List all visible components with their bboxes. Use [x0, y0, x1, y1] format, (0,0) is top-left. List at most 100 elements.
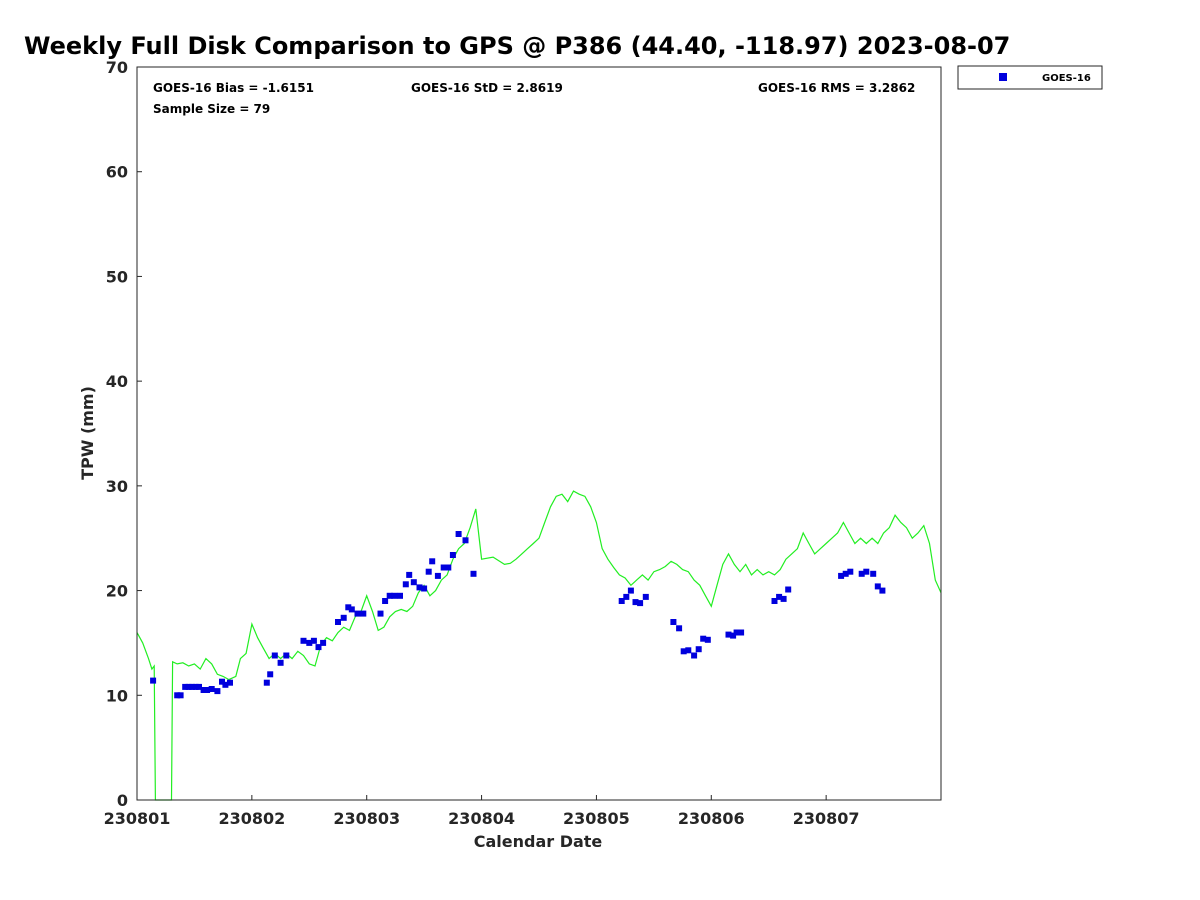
y-tick-label: 10: [106, 686, 128, 705]
goes16-point: [277, 659, 284, 666]
goes16-point: [858, 570, 865, 577]
goes16-point: [879, 587, 886, 594]
y-tick-label: 50: [106, 267, 128, 286]
goes16-point: [680, 648, 687, 655]
y-tick-label: 30: [106, 477, 128, 496]
stat-bias: GOES-16 Bias = -1.6151: [153, 81, 314, 95]
goes16-point: [445, 564, 452, 571]
goes16-point: [410, 579, 417, 586]
goes16-point: [733, 629, 740, 636]
goes16-point: [406, 571, 413, 578]
goes16-point: [267, 671, 274, 678]
legend: GOES-16: [957, 65, 1103, 90]
gps-line: [136, 490, 942, 801]
goes16-point: [300, 637, 307, 644]
goes16-point: [838, 572, 845, 579]
goes16-point: [348, 606, 355, 613]
goes16-point: [283, 652, 290, 659]
goes16-point: [354, 610, 361, 617]
goes16-point: [204, 687, 211, 693]
goes16-point: [704, 636, 711, 643]
goes16-point: [315, 644, 322, 651]
goes16-point: [320, 639, 327, 646]
goes16-point: [189, 683, 196, 690]
goes16-point: [263, 679, 270, 686]
goes16-point: [208, 686, 215, 692]
goes16-point: [642, 593, 649, 600]
legend-marker-goes16: [999, 73, 1007, 81]
goes16-point: [874, 583, 881, 590]
legend-box: [957, 65, 1103, 90]
goes16-point: [771, 598, 778, 604]
goes16-point: [192, 683, 199, 690]
goes16-point: [174, 692, 181, 699]
goes16-point: [785, 586, 792, 593]
goes16-point: [637, 600, 644, 607]
goes16-point: [632, 599, 639, 606]
goes16-point: [870, 570, 877, 577]
goes16-point: [700, 635, 707, 642]
goes16-point: [391, 592, 398, 599]
y-tick-label: 70: [106, 58, 128, 77]
goes16-point: [421, 585, 428, 592]
plot-frame: [136, 66, 942, 801]
goes16-point: [618, 598, 625, 604]
goes16-point: [429, 558, 436, 565]
goes16-point: [776, 593, 783, 600]
y-tick-label: 20: [106, 582, 128, 601]
goes16-point: [150, 677, 157, 684]
goes16-point: [623, 593, 630, 600]
goes16-point: [676, 625, 683, 632]
goes16-point: [695, 646, 702, 653]
goes16-point: [377, 610, 384, 617]
goes16-point: [425, 568, 432, 575]
goes16-point: [847, 568, 854, 575]
y-tick-label: 0: [117, 791, 128, 810]
goes16-point: [219, 678, 225, 685]
y-axis-label: TPW (mm): [78, 386, 97, 480]
goes16-point: [685, 647, 692, 654]
goes16-point: [227, 679, 233, 686]
goes16-point: [310, 637, 317, 644]
x-tick-label: 230807: [793, 809, 860, 828]
stat-sample-size: Sample Size = 79: [153, 102, 270, 116]
goes16-point: [842, 570, 849, 577]
goes16-point: [416, 584, 423, 591]
goes16-point: [185, 683, 192, 690]
goes16-point: [397, 592, 403, 599]
x-tick-label: 230803: [333, 809, 400, 828]
goes16-point: [455, 531, 462, 537]
x-tick-label: 230802: [218, 809, 285, 828]
goes16-point: [340, 614, 347, 621]
goes16-point: [780, 595, 787, 602]
goes16-point: [196, 683, 202, 690]
goes16-point: [863, 568, 870, 575]
goes16-point: [214, 688, 221, 695]
goes16-point: [402, 581, 409, 588]
goes16-point: [335, 619, 341, 625]
goes16-point: [345, 604, 352, 611]
goes16-point: [440, 564, 447, 571]
x-axis-label: Calendar Date: [474, 832, 603, 851]
goes16-point: [730, 632, 737, 639]
goes16-point: [738, 629, 745, 636]
y-tick-label: 40: [106, 372, 128, 391]
x-tick-label: 230805: [563, 809, 630, 828]
x-tick-label: 230801: [104, 809, 171, 828]
goes16-point: [382, 598, 389, 604]
goes16-point: [182, 683, 189, 690]
chart-title: Weekly Full Disk Comparison to GPS @ P38…: [24, 32, 1010, 60]
plot-area: [136, 490, 942, 801]
goes16-point: [386, 592, 393, 599]
x-axis: 230801 230802 230803 230804 230805 230806 2308…: [104, 795, 860, 828]
goes16-point: [470, 570, 477, 577]
goes16-point: [449, 552, 456, 558]
goes16-point: [691, 652, 698, 659]
goes16-point: [627, 587, 634, 594]
stat-std: GOES-16 StD = 2.8619: [411, 81, 563, 95]
goes16-point: [462, 537, 469, 544]
stat-rms: GOES-16 RMS = 3.2862: [758, 81, 915, 95]
legend-label-goes16: GOES-16: [1042, 73, 1091, 84]
goes16-point: [670, 619, 677, 625]
